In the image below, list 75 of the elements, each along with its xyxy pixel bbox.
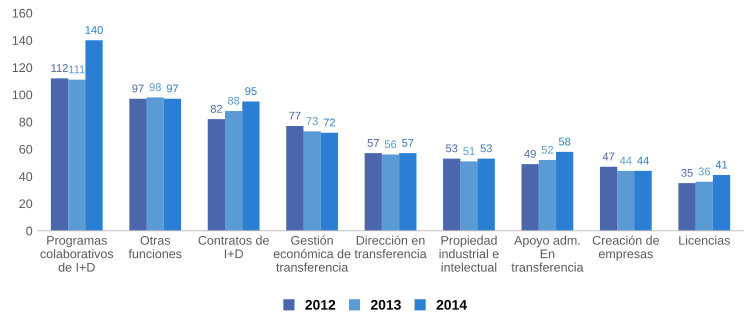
x-tick-label: Contratos de I+D: [198, 236, 269, 258]
data-label: 47: [602, 152, 614, 160]
bar: [85, 40, 103, 231]
bar: [146, 97, 164, 231]
legend-label: 2014: [436, 300, 467, 310]
bar: [712, 174, 730, 231]
data-label: 56: [384, 140, 396, 148]
y-tick-label: 140: [12, 36, 32, 45]
data-label: 97: [166, 84, 178, 92]
bar: [696, 182, 713, 231]
y-tick-label: 40: [19, 172, 32, 181]
data-label: 73: [306, 117, 318, 126]
data-label: 41: [716, 160, 728, 168]
data-label: 77: [289, 112, 300, 120]
y-tick-label: 120: [12, 63, 32, 72]
x-tick-label: Gestión económica de transferencia: [274, 235, 350, 272]
bar: [225, 110, 242, 231]
data-label: 36: [698, 168, 710, 176]
bar: [242, 101, 260, 231]
x-tick-label: Licencias: [679, 236, 730, 245]
bar: [634, 170, 652, 231]
data-label: 98: [150, 83, 161, 92]
data-label: 51: [463, 147, 475, 155]
legend-label: 2012: [305, 300, 336, 310]
data-label: 111: [69, 66, 85, 74]
bar: [208, 119, 226, 231]
bar: [678, 183, 696, 231]
x-tick-label: Otras funciones: [128, 236, 182, 258]
data-label: 35: [681, 168, 693, 177]
data-label: 44: [620, 156, 632, 164]
data-label: 95: [245, 87, 257, 96]
data-label: 53: [446, 144, 458, 152]
bar: [399, 153, 416, 231]
bar: [68, 80, 86, 231]
bar: [364, 153, 382, 231]
x-tick-label: Apoyo adm. En transferencia: [511, 236, 584, 272]
data-label: 112: [52, 64, 68, 72]
data-label: 72: [324, 118, 335, 126]
data-label: 57: [368, 139, 379, 147]
bar: [478, 158, 495, 231]
bar: [617, 170, 634, 231]
data-label: 49: [524, 150, 536, 158]
data-label: 82: [210, 104, 222, 113]
bar: [460, 161, 478, 231]
y-tick-label: 80: [19, 118, 32, 127]
y-tick-label: 100: [12, 90, 32, 100]
y-tick-label: 20: [19, 199, 32, 208]
bar: [286, 126, 304, 231]
y-tick-label: 160: [12, 8, 32, 18]
legend-label: 2013: [370, 300, 401, 310]
bar: [600, 166, 618, 231]
bar: [303, 131, 321, 231]
bar: [443, 158, 460, 231]
x-tick-label: Programas colaborativos de I+D: [40, 236, 114, 272]
y-tick-label: 0: [26, 226, 32, 236]
data-label: 58: [558, 138, 570, 146]
bar: [538, 160, 556, 231]
data-label: 88: [228, 96, 240, 105]
bar: [129, 98, 147, 231]
data-label: 97: [132, 84, 144, 92]
bar: [50, 78, 68, 231]
x-tick-label: Propiedad industrial e intelectual: [440, 236, 499, 272]
bar: [556, 152, 574, 231]
data-label: 44: [637, 156, 649, 164]
data-label: 53: [480, 144, 492, 152]
x-tick-label: Dirección en transferencia: [354, 235, 427, 258]
data-label: 140: [86, 26, 103, 34]
bar: [320, 132, 338, 231]
bar: [164, 98, 182, 231]
bar: [522, 164, 539, 231]
data-label: 57: [402, 139, 414, 147]
bar: [382, 154, 400, 231]
data-label: 52: [542, 146, 554, 154]
x-tick-label: Creación de empresas: [592, 235, 659, 261]
y-tick-label: 60: [19, 144, 32, 154]
